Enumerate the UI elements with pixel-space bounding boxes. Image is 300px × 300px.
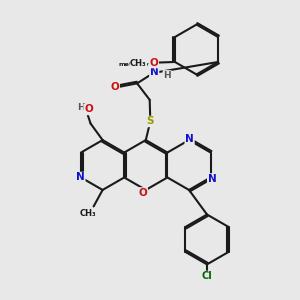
Text: methoxy: methoxy: [118, 61, 149, 67]
Text: N: N: [185, 134, 194, 145]
Text: H: H: [77, 103, 85, 112]
Text: CH₃: CH₃: [80, 208, 97, 217]
Text: N: N: [76, 172, 85, 182]
Text: H: H: [163, 71, 171, 80]
Text: N: N: [150, 67, 159, 77]
Text: CH₃: CH₃: [130, 59, 147, 68]
Text: Cl: Cl: [202, 272, 212, 281]
Text: O: O: [138, 188, 147, 198]
Text: S: S: [146, 116, 154, 127]
Text: O: O: [84, 104, 93, 115]
Text: N: N: [208, 174, 217, 184]
Text: O: O: [149, 58, 158, 68]
Text: O: O: [110, 82, 119, 92]
